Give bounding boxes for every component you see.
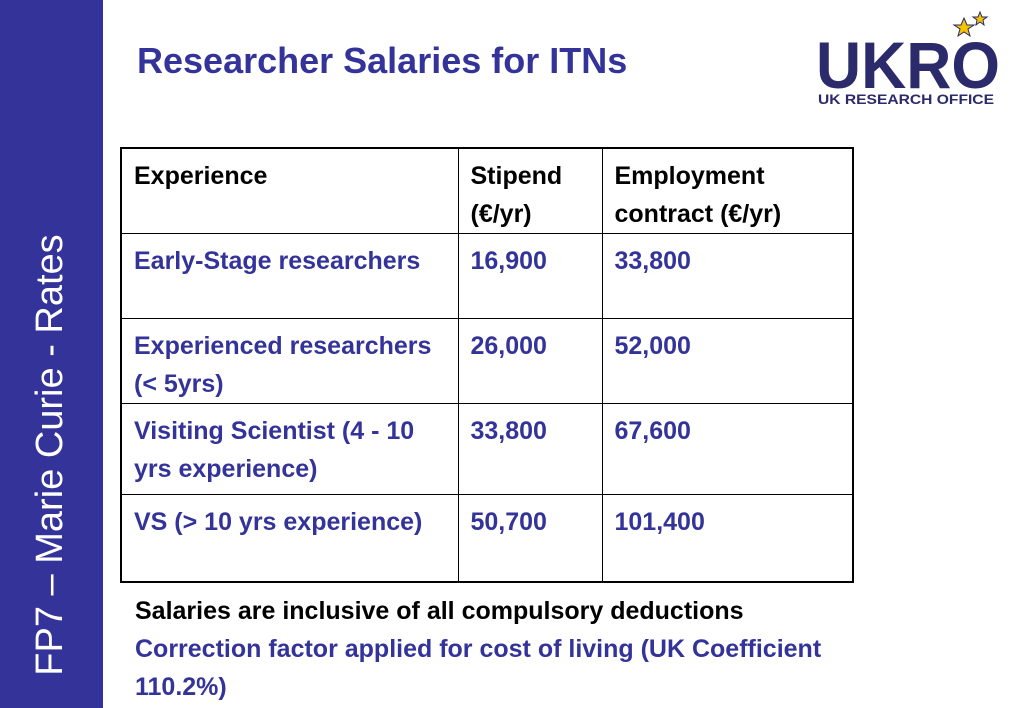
slide-title: Researcher Salaries for ITNs	[137, 40, 628, 81]
table-cell: 33,800	[601, 233, 854, 319]
table-cell: VS (> 10 yrs experience)	[120, 494, 459, 582]
table-cell: 16,900	[457, 233, 603, 319]
logo-star	[971, 10, 989, 27]
header-cell: Stipend (€/yr)	[457, 147, 603, 234]
header-cell: Employment contract (€/yr)	[601, 147, 854, 234]
table-row: Experienced researchers (< 5yrs) 26,000 52…	[120, 318, 854, 404]
sidebar-text-canvas: FP7 – Marie Curie - Rates	[29, 234, 71, 675]
logo-name: UKRO	[816, 28, 1000, 102]
sidebar-text: FP7 – Marie Curie - Rates	[29, 234, 71, 675]
table-cell: 67,600	[601, 403, 854, 495]
table-cell: 33,800	[457, 403, 603, 495]
table-cell: 50,700	[457, 494, 603, 582]
note: Salaries are inclusive of all compulsory…	[135, 597, 744, 625]
table-cell: 52,000	[601, 318, 854, 404]
notes: Salaries are inclusive of all compulsory…	[135, 592, 855, 706]
table-row: Visiting Scientist (4 - 10 yrs experienc…	[120, 403, 854, 495]
table-row: VS (> 10 yrs experience) 50,700 101,400	[120, 494, 854, 582]
logo: UKRO UK RESEARCH OFFICE	[816, 10, 1000, 107]
table-cell: Experienced researchers (< 5yrs)	[120, 318, 459, 404]
sidebar: FP7 – Marie Curie - Rates	[0, 0, 103, 708]
header-cell: Experience	[120, 147, 459, 234]
table-cell: 26,000	[457, 318, 603, 404]
logo-star	[952, 16, 976, 38]
header-row: Experience Stipend (€/yr) Employment contr…	[120, 147, 854, 234]
logo-subtitle: UK RESEARCH OFFICE	[818, 91, 994, 107]
note: Correction factor applied for cost of li…	[135, 635, 822, 701]
table-row: Early-Stage researchers 16,900 33,800	[120, 233, 854, 319]
table-cell: 101,400	[601, 494, 854, 582]
salary-table: Experience Stipend (€/yr) Employment contr…	[120, 147, 854, 583]
table-cell: Visiting Scientist (4 - 10 yrs experienc…	[120, 403, 459, 495]
table-cell: Early-Stage researchers	[120, 233, 459, 319]
